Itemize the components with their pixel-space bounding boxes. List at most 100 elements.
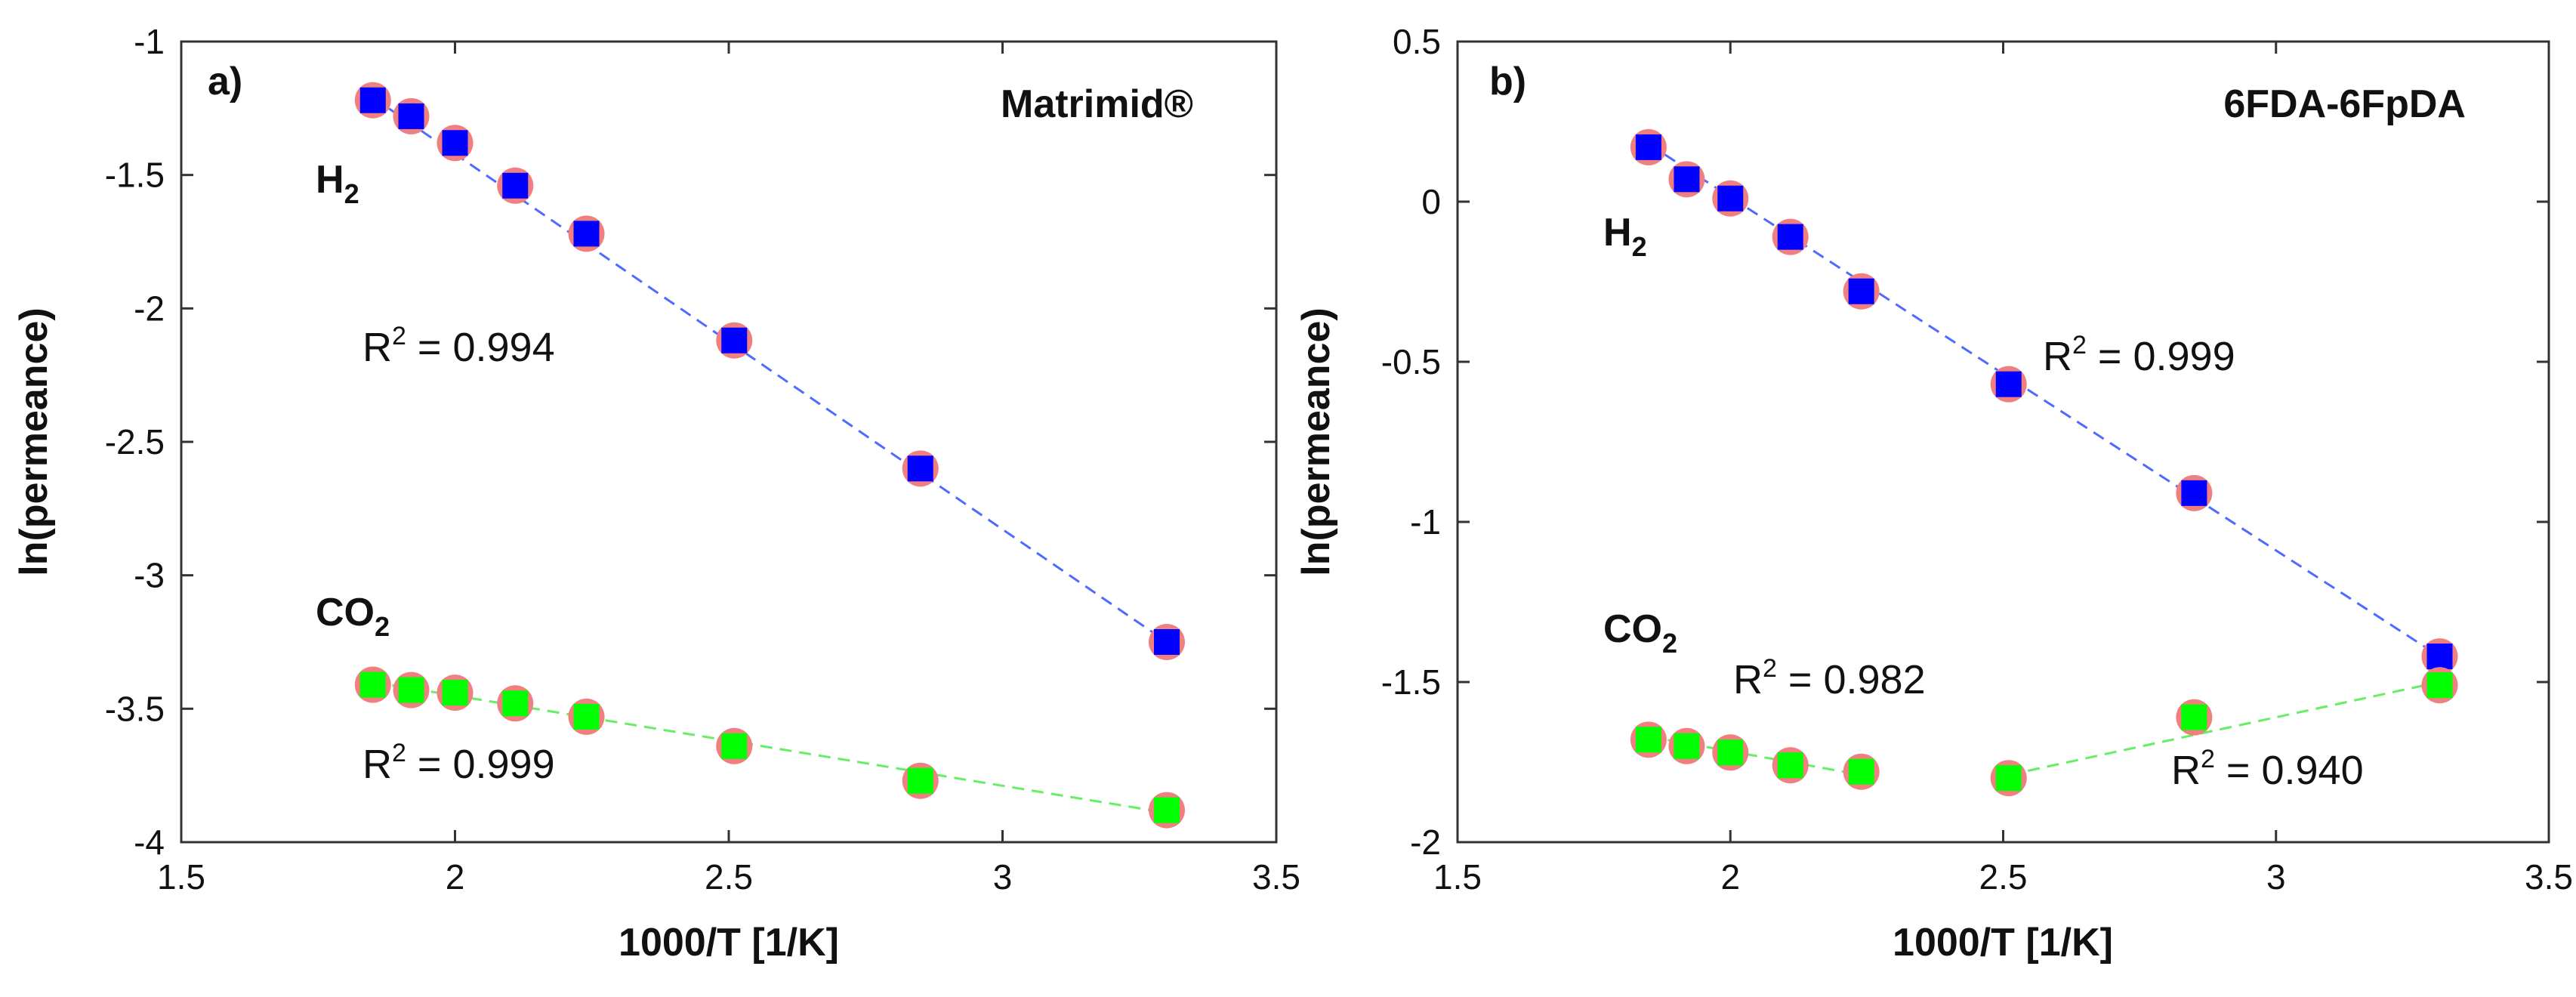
x-axis-title-a: 1000/T [1/K] bbox=[619, 921, 839, 965]
y-tick-label-a-5: -1.5 bbox=[105, 156, 165, 195]
marker-h2-a-6 bbox=[907, 455, 933, 482]
marker-h2-b-5 bbox=[1995, 371, 2022, 397]
data-point-co2-a-0 bbox=[354, 666, 391, 703]
x-tick-label-a-2: 2.5 bbox=[705, 857, 753, 897]
data-point-co2-b-3 bbox=[1772, 747, 1809, 784]
r2-label-co2-right-b: R2 = 0.940 bbox=[2171, 745, 2364, 793]
marker-co2-a-7 bbox=[1154, 797, 1180, 823]
data-point-h2-b-2 bbox=[1712, 180, 1749, 217]
fit-line-co2-a-0 bbox=[372, 681, 1168, 814]
marker-co2-a-1 bbox=[398, 677, 424, 703]
y-tick-label-a-3: -2.5 bbox=[105, 422, 165, 461]
panel-label-b: b) bbox=[1489, 60, 1526, 103]
y-tick-label-a-4: -2 bbox=[134, 289, 165, 328]
y-tick-label-a-0: -4 bbox=[134, 823, 165, 862]
data-point-h2-a-4 bbox=[568, 215, 605, 252]
marker-h2-b-3 bbox=[1777, 224, 1803, 250]
panel-title-a: Matrimid® bbox=[1001, 82, 1193, 126]
marker-co2-b-7 bbox=[2426, 672, 2453, 699]
x-tick-label-b-4: 3.5 bbox=[2525, 857, 2573, 897]
marker-h2-a-5 bbox=[721, 327, 748, 353]
x-tick-label-b-3: 3 bbox=[2266, 857, 2286, 897]
marker-h2-a-2 bbox=[442, 130, 468, 156]
data-point-h2-a-2 bbox=[437, 125, 474, 162]
data-point-co2-b-0 bbox=[1630, 721, 1667, 758]
data-point-co2-a-5 bbox=[716, 727, 753, 764]
series-label-co2-a: CO2 bbox=[316, 591, 390, 642]
marker-co2-b-3 bbox=[1777, 752, 1803, 779]
marker-co2-b-4 bbox=[1848, 758, 1874, 785]
marker-co2-a-4 bbox=[573, 703, 600, 730]
data-point-h2-a-7 bbox=[1149, 624, 1185, 660]
marker-co2-b-0 bbox=[1635, 727, 1661, 753]
marker-co2-a-2 bbox=[442, 680, 468, 706]
r2-label-h2-a: R2 = 0.994 bbox=[362, 322, 555, 370]
marker-h2-b-1 bbox=[1674, 166, 1700, 193]
data-point-co2-a-4 bbox=[568, 698, 605, 735]
fit-line-co2-b-1 bbox=[2008, 681, 2440, 776]
marker-h2-b-2 bbox=[1717, 185, 1744, 211]
data-point-co2-a-3 bbox=[497, 685, 534, 722]
data-point-h2-a-6 bbox=[902, 450, 939, 487]
data-point-co2-b-4 bbox=[1843, 753, 1880, 790]
y-axis-title-b: ln(permeance) bbox=[1294, 307, 1338, 576]
marker-h2-b-7 bbox=[2426, 644, 2453, 670]
x-tick-label-b-0: 1.5 bbox=[1433, 857, 1482, 897]
data-point-co2-b-1 bbox=[1668, 727, 1705, 764]
marker-h2-a-0 bbox=[359, 87, 386, 113]
data-point-co2-b-2 bbox=[1712, 734, 1749, 771]
marker-h2-a-3 bbox=[502, 172, 529, 199]
series-label-co2-b: CO2 bbox=[1603, 607, 1677, 659]
marker-co2-b-6 bbox=[2181, 704, 2207, 730]
y-tick-label-a-1: -3.5 bbox=[105, 689, 165, 728]
x-tick-label-a-3: 3 bbox=[993, 857, 1013, 897]
y-tick-label-a-2: -3 bbox=[134, 556, 165, 595]
data-point-h2-b-0 bbox=[1630, 128, 1667, 165]
r2-label-h2-b: R2 = 0.999 bbox=[2043, 331, 2235, 379]
fit-lines-a bbox=[372, 96, 1168, 814]
plot-frame-b bbox=[1456, 40, 2550, 844]
marker-co2-a-6 bbox=[907, 767, 933, 794]
panel-b: 1.5 2 2.5 3 3.5 -2 -1.5 -1 -0.5 0 0.5 1000/T [1/K]… bbox=[1294, 22, 2573, 965]
marker-h2-b-4 bbox=[1848, 278, 1874, 304]
ticks-b: 1.5 2 2.5 3 3.5 -2 -1.5 -1 -0.5 0 0.5 bbox=[1381, 22, 2573, 897]
data-point-co2-b-7 bbox=[2421, 667, 2458, 704]
data-point-h2-a-5 bbox=[716, 322, 753, 359]
panel-title-b: 6FDA-6FpDA bbox=[2223, 82, 2466, 126]
marker-co2-b-1 bbox=[1674, 733, 1700, 759]
data-point-h2-b-4 bbox=[1843, 273, 1880, 310]
data-point-h2-b-1 bbox=[1668, 161, 1705, 198]
y-tick-label-b-5: 0.5 bbox=[1393, 22, 1441, 61]
y-tick-label-b-0: -2 bbox=[1410, 823, 1441, 862]
marker-co2-a-5 bbox=[721, 733, 748, 759]
data-point-co2-a-7 bbox=[1149, 792, 1185, 829]
data-point-h2-a-3 bbox=[497, 167, 534, 204]
data-point-co2-a-1 bbox=[393, 671, 430, 708]
panel-label-a: a) bbox=[208, 60, 242, 103]
series-label-h2-a: H2 bbox=[316, 158, 359, 209]
fit-line-co2-b-0 bbox=[1648, 735, 1862, 776]
data-point-h2-a-1 bbox=[393, 97, 430, 134]
marker-co2-b-5 bbox=[1995, 765, 2022, 792]
y-tick-label-b-1: -1.5 bbox=[1381, 662, 1441, 702]
fit-line-h2-b-0 bbox=[1648, 143, 2441, 658]
marker-h2-b-0 bbox=[1635, 134, 1661, 160]
data-point-co2-a-6 bbox=[902, 762, 939, 799]
markers-b bbox=[1630, 128, 2458, 797]
y-tick-label-b-3: -0.5 bbox=[1381, 342, 1441, 381]
plot-frame-a bbox=[180, 40, 1278, 844]
data-point-h2-b-3 bbox=[1772, 218, 1809, 255]
data-point-h2-b-6 bbox=[2176, 474, 2213, 511]
y-tick-label-b-4: 0 bbox=[1421, 182, 1441, 221]
marker-h2-a-7 bbox=[1154, 629, 1180, 655]
marker-co2-a-0 bbox=[359, 671, 386, 698]
data-point-co2-b-6 bbox=[2176, 699, 2213, 736]
marker-h2-a-1 bbox=[398, 103, 424, 129]
data-point-co2-a-2 bbox=[437, 674, 474, 711]
marker-h2-b-6 bbox=[2181, 480, 2207, 506]
data-point-co2-b-5 bbox=[1990, 760, 2027, 797]
marker-h2-a-4 bbox=[573, 221, 600, 247]
x-tick-label-a-0: 1.5 bbox=[157, 857, 205, 897]
ticks-a: 1.5 2 2.5 3 3.5 -4 -3.5 -3 -2.5 -2 -1.5 -1 bbox=[105, 22, 1300, 897]
panel-a: 1.5 2 2.5 3 3.5 -4 -3.5 -3 -2.5 -2 -1.5 -1 1000/T [… bbox=[12, 22, 1300, 965]
